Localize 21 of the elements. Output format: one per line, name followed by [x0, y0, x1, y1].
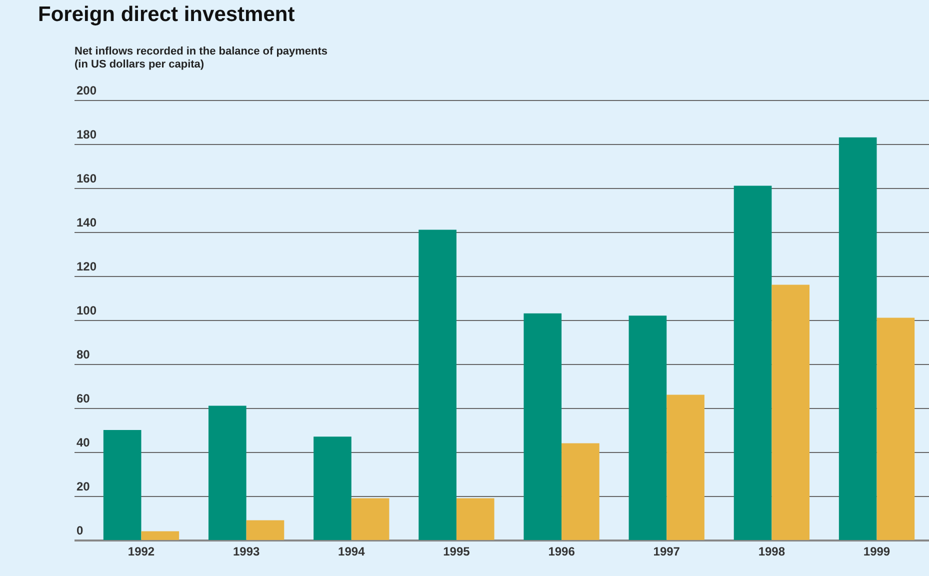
y-tick-label: 80 [76, 348, 90, 362]
y-tick-label: 40 [76, 436, 90, 450]
y-tick-label: 20 [76, 480, 90, 494]
x-tick-label: 1993 [232, 544, 260, 558]
x-tick-label: 1995 [443, 544, 470, 558]
y-tick-label: 60 [76, 392, 90, 406]
x-tick-label: 1997 [653, 544, 680, 558]
y-tick-label: 140 [76, 216, 97, 230]
x-tick-label: 1998 [758, 544, 786, 558]
x-tick-label: 1996 [548, 544, 576, 558]
y-tick-label: 100 [76, 304, 97, 318]
x-tick-label: 1992 [128, 544, 155, 558]
x-tick-label: 1994 [338, 544, 366, 558]
y-axis-title: Net inflows recorded in the balance of payments (in US dollars per capita) [74, 46, 328, 70]
y-tick-label: 180 [76, 128, 97, 142]
y-tick-label: 0 [76, 524, 84, 538]
chart-title: Foreign direct investment [38, 3, 295, 26]
y-tick-label: 200 [76, 84, 97, 98]
x-tick-label: 1999 [863, 544, 890, 558]
y-tick-label: 120 [76, 260, 97, 274]
y-tick-label: 160 [76, 172, 97, 186]
